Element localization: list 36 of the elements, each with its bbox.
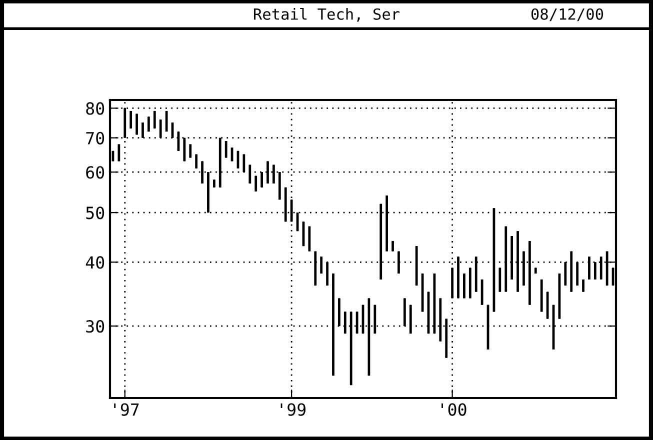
candlestick (302, 220, 305, 247)
candlestick (492, 207, 496, 312)
candlestick (582, 278, 584, 293)
candlestick (480, 278, 484, 306)
candlestick (230, 146, 234, 162)
candlestick (546, 291, 549, 320)
candlestick (130, 110, 132, 130)
candlestick (558, 272, 561, 320)
y-tick-label: 70 (86, 132, 104, 144)
candlestick (236, 150, 240, 170)
candlestick (248, 164, 252, 184)
candlestick (118, 144, 120, 162)
chart-title: Retail Tech, Ser (254, 8, 400, 22)
x-tick-label: '97 (114, 403, 139, 416)
y-tick-label: 50 (86, 206, 104, 220)
candlestick (224, 140, 228, 158)
candlestick (540, 278, 543, 312)
candlestick (153, 110, 156, 130)
y-tick-label: 60 (86, 166, 104, 179)
candlestick (409, 304, 412, 334)
candlestick (165, 110, 168, 132)
candlestick (189, 144, 192, 158)
y-tick-label: 80 (86, 102, 104, 115)
text: 08/12/00 (531, 8, 604, 22)
candlestick (392, 240, 394, 252)
x-tick-label: '99 (280, 403, 306, 416)
candlestick (254, 175, 258, 192)
candlestick (136, 113, 138, 136)
y-tick-label: 30 (86, 320, 104, 333)
candlestick (534, 267, 537, 274)
candlestick (468, 267, 472, 299)
candlestick (421, 272, 424, 312)
candlestick (498, 267, 502, 293)
y-tick-label: 40 (86, 256, 104, 269)
x-tick-label: '00 (442, 403, 466, 416)
candlestick (308, 226, 311, 252)
